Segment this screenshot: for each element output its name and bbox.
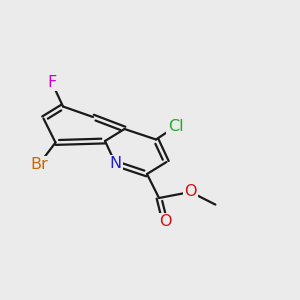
Text: F: F: [47, 75, 56, 90]
Text: Br: Br: [30, 157, 48, 172]
Text: N: N: [110, 156, 122, 171]
Text: O: O: [159, 214, 171, 230]
Text: Cl: Cl: [168, 119, 183, 134]
Text: O: O: [184, 184, 197, 200]
